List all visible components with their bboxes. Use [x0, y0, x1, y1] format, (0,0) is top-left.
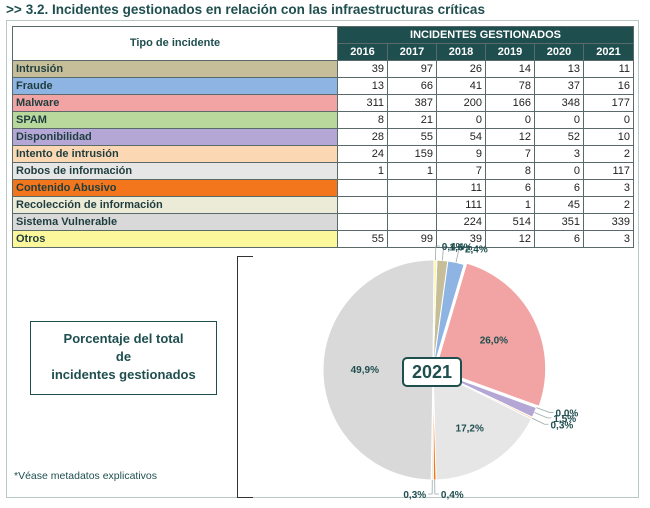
- year-header-row: 2016 2017 2018 2019 2020 2021: [13, 43, 634, 61]
- pct-line-2: de: [115, 349, 132, 364]
- category-cell: Intento de intrusión: [12, 145, 338, 163]
- value-cell: 97: [387, 60, 437, 78]
- value-cell: 55: [337, 230, 388, 248]
- value-cell: 28: [337, 128, 388, 146]
- table-row: Intento de intrusión 24 159 9 7 3 2: [12, 145, 634, 163]
- pie-leader-line: [536, 407, 554, 413]
- pie-label: 2,4%: [465, 245, 488, 256]
- table-row: Sistema Vulnerable 224 514 351 339: [12, 213, 634, 231]
- pie-bracket: [237, 256, 253, 498]
- pie-year-badge: 2021: [402, 357, 462, 387]
- pie-leader-line: [534, 412, 552, 419]
- value-cell: 99: [387, 230, 437, 248]
- value-cell: 224: [436, 213, 486, 231]
- pie-label: 0,4%: [442, 242, 465, 253]
- table-row: Otros 55 99 39 12 6 3: [12, 230, 634, 248]
- pie-leaders: [428, 245, 554, 495]
- incidents-table-body: Intrusión 39 97 26 14 13 11 Fraude 13 66 41 78 37 16 M…: [12, 60, 634, 248]
- percentage-box: Porcentaje del total de incidentes gesti…: [30, 321, 217, 395]
- year-header-2016: 2016: [337, 43, 388, 61]
- pct-line-3: incidentes gestionados: [51, 367, 196, 382]
- pie-label: 1,5%: [553, 414, 576, 425]
- title-arrows: >>: [6, 2, 22, 17]
- value-cell: 11: [583, 60, 634, 78]
- pie-label: 1,6%: [450, 242, 473, 253]
- pie-label: 26,0%: [480, 335, 508, 346]
- pie-labels: 1,6%2,4%26,0%0,0%1,5%0,3%17,2%0,4%0,3%49…: [351, 242, 579, 501]
- value-cell: 159: [387, 145, 437, 163]
- pie-label: 0,3%: [403, 490, 426, 501]
- pie-slice: [435, 262, 547, 407]
- table-row: Fraude 13 66 41 78 37 16: [12, 77, 634, 95]
- content-panel: [6, 20, 639, 498]
- pie-leader-line: [531, 417, 549, 425]
- table-row: Malware 311 387 200 166 348 177: [12, 94, 634, 112]
- category-cell: Malware: [12, 94, 338, 112]
- pie-label: 0,3%: [551, 420, 574, 431]
- page-title: >> 3.2. Incidentes gestionados en relació…: [6, 2, 485, 17]
- title-text: 3.2. Incidentes gestionados en relación …: [25, 2, 485, 17]
- value-cell: 117: [583, 162, 634, 180]
- pie-leader-line: [455, 248, 463, 263]
- category-cell: Recolección de información: [12, 196, 338, 214]
- value-cell: 3: [583, 230, 634, 248]
- pie-slice: [322, 259, 435, 481]
- year-header-2019: 2019: [485, 43, 535, 61]
- value-cell: 37: [534, 77, 584, 95]
- table-row: SPAM 8 21 0 0 0 0: [12, 111, 634, 129]
- pie-leader-line: [434, 479, 439, 495]
- pie-label: 0,0%: [556, 408, 579, 419]
- pie-label: 0,4%: [441, 490, 464, 501]
- pie-slices: [322, 259, 547, 481]
- pct-line-1: Porcentaje del total: [63, 331, 184, 346]
- tipo-header: Tipo de incidente: [12, 26, 338, 61]
- pie-leader-line: [441, 246, 448, 261]
- pie-leader-line: [435, 245, 440, 261]
- value-cell: 6: [534, 230, 584, 248]
- pie-label: 17,2%: [456, 423, 484, 434]
- value-cell: 54: [436, 128, 486, 146]
- year-header-2021: 2021: [583, 43, 634, 61]
- year-header-2020: 2020: [534, 43, 584, 61]
- pie-slice: [432, 369, 533, 481]
- pie-label: 49,9%: [351, 365, 379, 376]
- category-cell: Sistema Vulnerable: [12, 213, 338, 231]
- pie-leader-line: [428, 479, 433, 495]
- footnote: *Véase metadatos explicativos: [14, 470, 157, 482]
- incidents-table: Tipo de incidente INCIDENTES GESTIONADOS…: [12, 26, 634, 248]
- table-row: Recolección de información 111 1 45 2: [12, 196, 634, 214]
- year-header-2018: 2018: [436, 43, 486, 61]
